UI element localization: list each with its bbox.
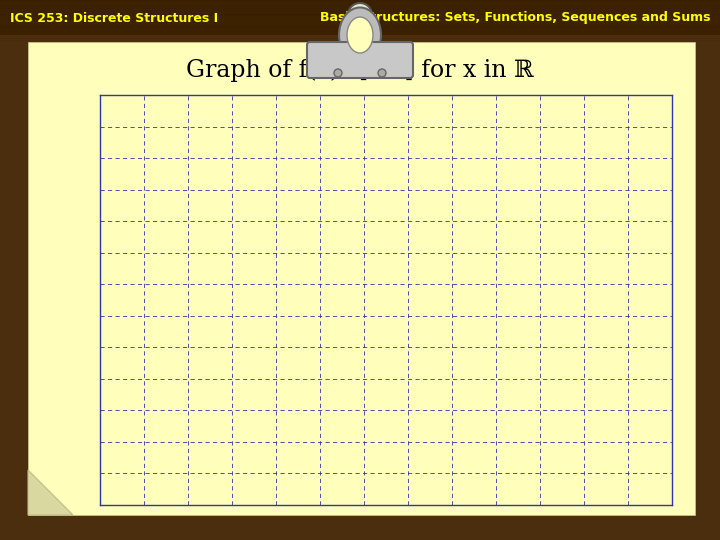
Circle shape <box>334 69 342 77</box>
Text: ICS 253: Discrete Structures I: ICS 253: Discrete Structures I <box>10 11 218 24</box>
Text: Graph of f(x)=⌊x/2⌋ for x in ℝ: Graph of f(x)=⌊x/2⌋ for x in ℝ <box>186 58 534 82</box>
Text: 45: 45 <box>351 9 369 22</box>
Ellipse shape <box>347 17 373 53</box>
Bar <box>0 0 720 35</box>
FancyBboxPatch shape <box>307 42 413 78</box>
Circle shape <box>348 3 372 27</box>
Ellipse shape <box>339 8 381 63</box>
Text: Basic Structures: Sets, Functions, Sequences and Sums: Basic Structures: Sets, Functions, Seque… <box>320 11 710 24</box>
Bar <box>28 42 695 515</box>
Circle shape <box>378 69 386 77</box>
Polygon shape <box>28 470 73 515</box>
